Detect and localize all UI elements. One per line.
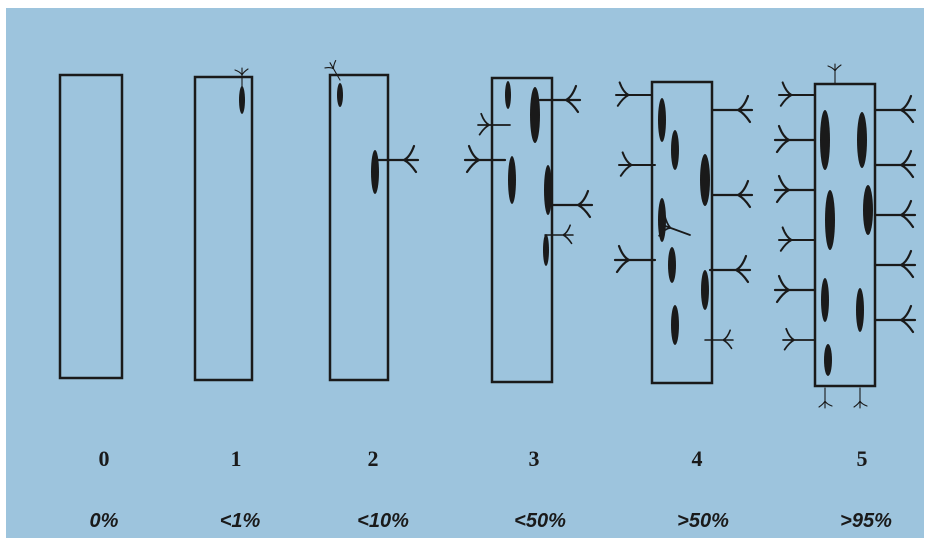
hypha	[775, 176, 815, 202]
rating-label: 2	[368, 446, 379, 471]
hypha	[615, 246, 655, 272]
hypha	[775, 126, 815, 152]
growth-5	[775, 64, 915, 408]
hypha	[324, 60, 345, 84]
lesion	[371, 150, 379, 194]
hypha	[616, 82, 652, 105]
lesion	[544, 165, 552, 215]
coverage-label: 0%	[90, 510, 119, 532]
hypha	[552, 191, 592, 217]
hypha	[775, 276, 815, 302]
lesion	[530, 87, 540, 143]
hypha	[875, 151, 915, 177]
lesion	[239, 86, 245, 114]
panel-3	[492, 78, 552, 382]
lesion	[824, 344, 832, 376]
lesion	[543, 234, 549, 266]
drawing: 0 1 2 3 4 5 0% <1% <10% <50% >50% >95%	[6, 8, 924, 538]
hypha	[854, 388, 867, 408]
hypha	[779, 227, 815, 250]
lesion	[668, 247, 676, 283]
hypha	[783, 329, 815, 350]
hypha	[875, 306, 915, 332]
lesion	[337, 83, 343, 107]
panel-1	[195, 77, 252, 380]
hypha	[478, 114, 510, 135]
hypha	[705, 330, 733, 348]
hypha	[712, 181, 752, 207]
lesion	[701, 270, 709, 310]
rating-label: 1	[231, 446, 242, 471]
growth-4	[615, 82, 752, 348]
hypha	[819, 388, 832, 408]
lesion	[671, 305, 679, 345]
hypha	[875, 201, 915, 227]
lesion	[857, 112, 867, 168]
growth-3	[465, 81, 592, 266]
coverage-label: <50%	[514, 510, 566, 532]
rating-label: 0	[99, 446, 110, 471]
diagram: 0 1 2 3 4 5 0% <1% <10% <50% >50% >95%	[6, 8, 924, 538]
hypha	[465, 146, 505, 172]
lesion	[508, 156, 516, 204]
rating-label: 3	[529, 446, 540, 471]
lesion	[863, 185, 873, 235]
hypha	[378, 146, 418, 172]
hypha	[540, 86, 580, 112]
hypha	[545, 225, 573, 243]
hypha	[875, 251, 915, 277]
hypha	[619, 152, 655, 175]
rating-label: 5	[857, 446, 868, 471]
hypha	[828, 64, 841, 84]
coverage-label: <10%	[357, 510, 409, 532]
hypha	[710, 256, 750, 282]
hypha	[779, 82, 815, 105]
coverage-label: >95%	[840, 510, 892, 532]
lesion	[700, 154, 710, 206]
panel-2	[330, 75, 388, 380]
coverage-label: >50%	[677, 510, 729, 532]
lesion	[671, 130, 679, 170]
panel-0	[60, 75, 122, 378]
coverage-label: <1%	[220, 510, 261, 532]
lesion	[820, 110, 830, 170]
lesion	[658, 98, 666, 142]
lesion	[856, 288, 864, 332]
hypha	[875, 96, 915, 122]
lesion	[821, 278, 829, 322]
hypha	[712, 96, 752, 122]
lesion	[825, 190, 835, 250]
lesion	[505, 81, 511, 109]
rating-label: 4	[692, 446, 703, 471]
